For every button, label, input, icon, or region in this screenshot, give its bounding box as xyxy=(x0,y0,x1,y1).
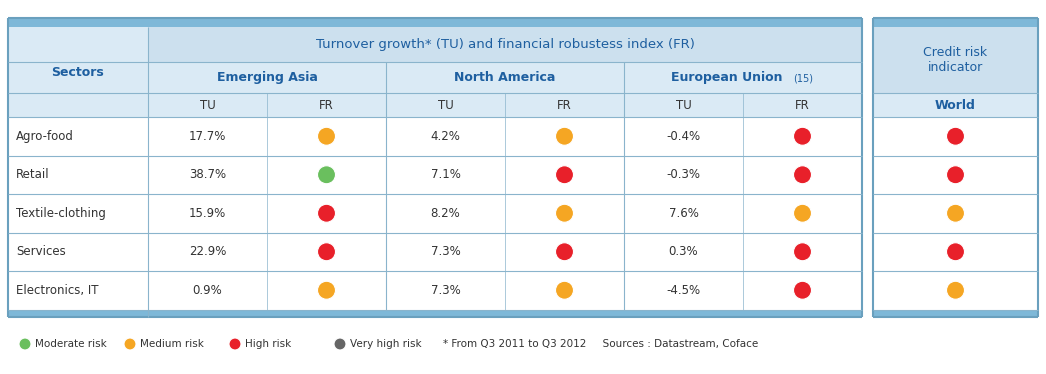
Bar xyxy=(873,310,1038,316)
Text: 7.3%: 7.3% xyxy=(431,245,460,258)
Text: -0.4%: -0.4% xyxy=(666,130,701,143)
Text: 0.9%: 0.9% xyxy=(192,284,223,297)
Circle shape xyxy=(555,204,573,222)
Text: 4.2%: 4.2% xyxy=(431,130,460,143)
Text: FR: FR xyxy=(795,98,810,111)
Circle shape xyxy=(794,281,812,299)
Text: FR: FR xyxy=(558,98,572,111)
Text: Agro-food: Agro-food xyxy=(16,130,74,143)
Bar xyxy=(8,271,862,310)
Bar xyxy=(873,18,1038,27)
Text: 7.1%: 7.1% xyxy=(431,168,460,181)
Circle shape xyxy=(555,166,573,184)
Circle shape xyxy=(318,166,336,184)
Bar xyxy=(147,93,862,117)
Text: 0.3%: 0.3% xyxy=(668,245,699,258)
Text: 17.7%: 17.7% xyxy=(189,130,226,143)
Text: European Union: European Union xyxy=(672,71,782,84)
Circle shape xyxy=(124,338,136,350)
Text: TU: TU xyxy=(200,98,215,111)
Text: Emerging Asia: Emerging Asia xyxy=(217,71,317,84)
Circle shape xyxy=(947,281,964,299)
Bar xyxy=(873,233,1038,271)
Bar xyxy=(873,27,1038,93)
Circle shape xyxy=(318,243,336,261)
Text: Electronics, IT: Electronics, IT xyxy=(16,284,98,297)
Bar xyxy=(873,156,1038,194)
Circle shape xyxy=(794,166,812,184)
Text: World: World xyxy=(935,98,976,111)
Bar xyxy=(147,27,862,62)
Circle shape xyxy=(794,243,812,261)
Bar xyxy=(8,18,862,27)
Text: -4.5%: -4.5% xyxy=(666,284,701,297)
Bar xyxy=(8,310,862,316)
Text: Very high risk: Very high risk xyxy=(350,339,422,349)
Text: Credit risk
indicator: Credit risk indicator xyxy=(924,46,987,74)
Circle shape xyxy=(947,204,964,222)
Text: 38.7%: 38.7% xyxy=(189,168,226,181)
Circle shape xyxy=(947,127,964,145)
Text: * From Q3 2011 to Q3 2012     Sources : Datastream, Coface: * From Q3 2011 to Q3 2012 Sources : Data… xyxy=(444,339,758,349)
Text: TU: TU xyxy=(437,98,453,111)
Text: High risk: High risk xyxy=(245,339,291,349)
Circle shape xyxy=(555,127,573,145)
Text: Services: Services xyxy=(16,245,66,258)
Circle shape xyxy=(229,338,241,350)
Text: Retail: Retail xyxy=(16,168,49,181)
Bar xyxy=(8,117,862,156)
Text: North America: North America xyxy=(454,71,555,84)
Text: FR: FR xyxy=(319,98,334,111)
Bar xyxy=(873,271,1038,310)
Circle shape xyxy=(555,281,573,299)
Text: 8.2%: 8.2% xyxy=(431,207,460,220)
Text: -0.3%: -0.3% xyxy=(666,168,701,181)
Circle shape xyxy=(794,204,812,222)
Text: 7.3%: 7.3% xyxy=(431,284,460,297)
Bar xyxy=(8,156,862,194)
Circle shape xyxy=(19,338,31,350)
Text: Moderate risk: Moderate risk xyxy=(35,339,107,349)
Bar xyxy=(873,93,1038,117)
Text: 7.6%: 7.6% xyxy=(668,207,699,220)
Circle shape xyxy=(794,127,812,145)
Text: Textile-clothing: Textile-clothing xyxy=(16,207,106,220)
Circle shape xyxy=(947,243,964,261)
Bar xyxy=(8,194,862,233)
Circle shape xyxy=(555,243,573,261)
Bar xyxy=(8,233,862,271)
Circle shape xyxy=(318,204,336,222)
Text: 15.9%: 15.9% xyxy=(189,207,226,220)
Circle shape xyxy=(334,338,346,350)
Bar xyxy=(873,194,1038,233)
Text: Turnover growth* (TU) and financial robustess index (FR): Turnover growth* (TU) and financial robu… xyxy=(316,38,695,51)
Bar xyxy=(873,117,1038,156)
Circle shape xyxy=(318,281,336,299)
Bar xyxy=(8,27,147,117)
Text: Medium risk: Medium risk xyxy=(140,339,204,349)
Text: Sectors: Sectors xyxy=(51,65,105,79)
Circle shape xyxy=(318,127,336,145)
Text: (15): (15) xyxy=(793,74,813,83)
Text: TU: TU xyxy=(676,98,691,111)
Text: 22.9%: 22.9% xyxy=(189,245,226,258)
Bar xyxy=(147,62,862,93)
Circle shape xyxy=(947,166,964,184)
